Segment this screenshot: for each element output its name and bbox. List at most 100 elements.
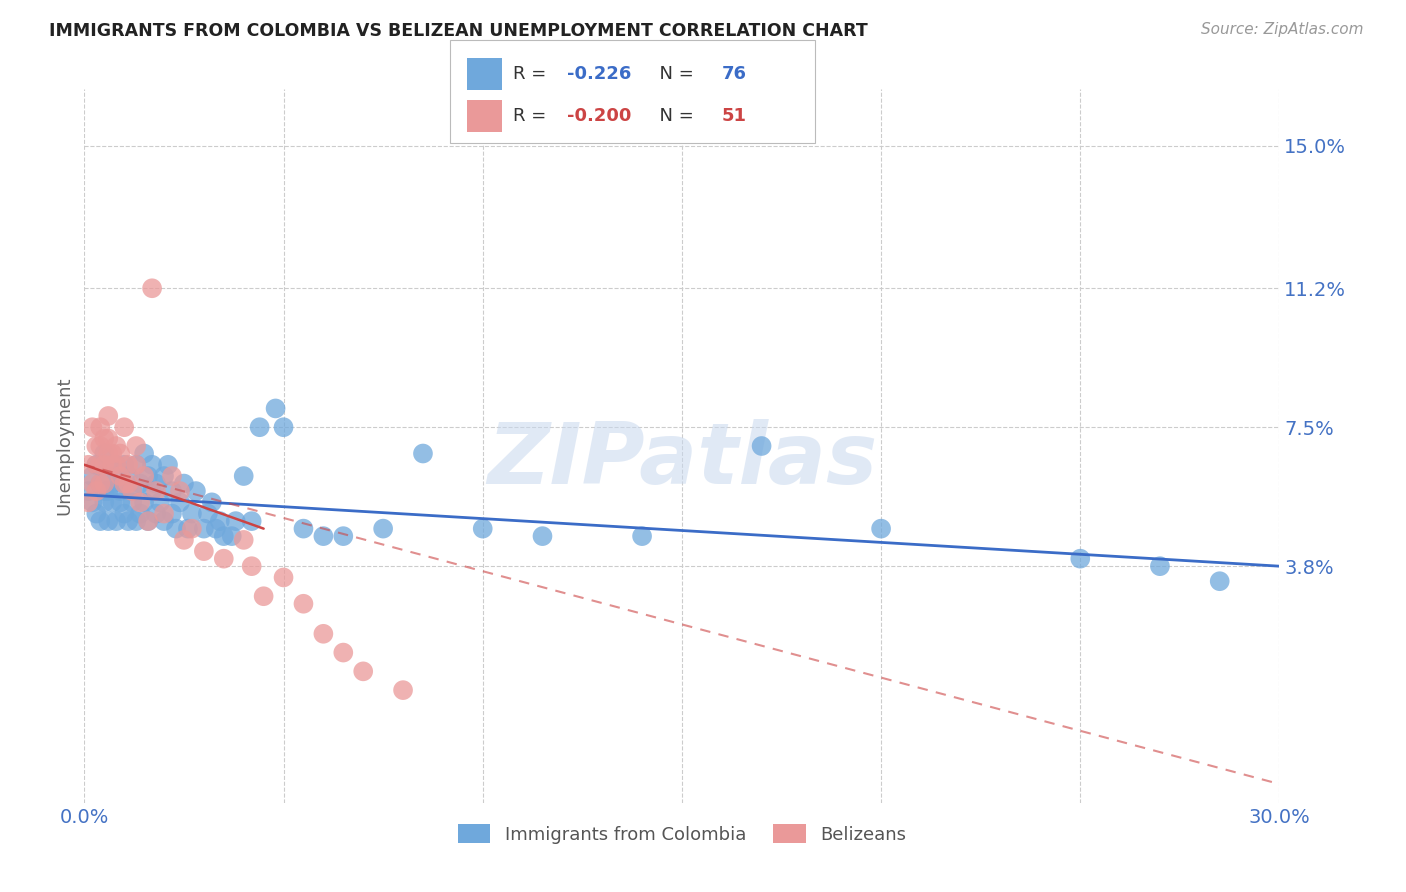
Text: IMMIGRANTS FROM COLOMBIA VS BELIZEAN UNEMPLOYMENT CORRELATION CHART: IMMIGRANTS FROM COLOMBIA VS BELIZEAN UNE… xyxy=(49,22,868,40)
Point xyxy=(82,469,104,483)
Point xyxy=(97,469,120,483)
Text: ZIPatlas: ZIPatlas xyxy=(486,418,877,502)
Point xyxy=(89,458,111,472)
Point xyxy=(125,439,148,453)
Point xyxy=(117,458,139,472)
Point xyxy=(149,495,172,509)
Point xyxy=(93,476,115,491)
Point xyxy=(145,484,167,499)
Point xyxy=(412,446,434,460)
Point xyxy=(129,495,152,509)
Point xyxy=(264,401,287,416)
Point xyxy=(136,469,159,483)
Point xyxy=(101,476,124,491)
Point xyxy=(112,476,135,491)
Point xyxy=(105,514,128,528)
Point xyxy=(145,476,167,491)
Point xyxy=(121,495,143,509)
Point xyxy=(97,446,120,460)
Point xyxy=(870,522,893,536)
Point xyxy=(169,495,191,509)
Point xyxy=(86,507,108,521)
Point xyxy=(471,522,494,536)
Point xyxy=(82,495,104,509)
Point xyxy=(82,476,104,491)
Point xyxy=(352,665,374,679)
Point xyxy=(153,514,176,528)
Point xyxy=(373,522,395,536)
Point xyxy=(77,495,100,509)
Point xyxy=(212,551,235,566)
Point xyxy=(82,420,104,434)
Point xyxy=(110,469,132,483)
Point xyxy=(392,683,415,698)
Point xyxy=(145,507,167,521)
Point xyxy=(153,469,176,483)
Point xyxy=(631,529,654,543)
Point xyxy=(101,495,124,509)
Text: Source: ZipAtlas.com: Source: ZipAtlas.com xyxy=(1201,22,1364,37)
Point xyxy=(93,484,115,499)
Point xyxy=(105,458,128,472)
Point xyxy=(93,446,115,460)
Point xyxy=(112,507,135,521)
Point xyxy=(136,514,159,528)
Point xyxy=(184,484,207,499)
Text: N =: N = xyxy=(648,107,706,125)
Point xyxy=(1149,559,1171,574)
Point xyxy=(89,476,111,491)
Point xyxy=(181,507,204,521)
Point xyxy=(105,458,128,472)
Point xyxy=(193,522,215,536)
Point xyxy=(117,476,139,491)
Text: N =: N = xyxy=(648,65,706,83)
Y-axis label: Unemployment: Unemployment xyxy=(55,376,73,516)
Point xyxy=(77,458,100,472)
Point xyxy=(117,514,139,528)
Point xyxy=(110,446,132,460)
Point xyxy=(205,522,228,536)
Point xyxy=(93,458,115,472)
Legend: Immigrants from Colombia, Belizeans: Immigrants from Colombia, Belizeans xyxy=(450,817,914,851)
Point xyxy=(232,533,254,547)
Point xyxy=(232,469,254,483)
Point xyxy=(110,495,132,509)
Point xyxy=(97,514,120,528)
Point xyxy=(129,476,152,491)
Point xyxy=(125,458,148,472)
Point xyxy=(212,529,235,543)
Point xyxy=(89,420,111,434)
Text: 76: 76 xyxy=(721,65,747,83)
Point xyxy=(193,544,215,558)
Point xyxy=(169,484,191,499)
Point xyxy=(160,507,183,521)
Point xyxy=(173,533,195,547)
Text: -0.200: -0.200 xyxy=(567,107,631,125)
Point xyxy=(89,439,111,453)
Point xyxy=(273,420,295,434)
Point xyxy=(93,432,115,446)
Point xyxy=(132,495,156,509)
Point xyxy=(112,476,135,491)
Point xyxy=(89,514,111,528)
Point xyxy=(292,522,315,536)
Point xyxy=(141,281,163,295)
Point xyxy=(93,495,115,509)
Point xyxy=(86,458,108,472)
Text: 51: 51 xyxy=(721,107,747,125)
Point xyxy=(112,420,135,434)
Point xyxy=(312,529,335,543)
Point xyxy=(89,476,111,491)
Point xyxy=(253,589,276,603)
Point xyxy=(97,432,120,446)
Text: -0.226: -0.226 xyxy=(567,65,631,83)
Point xyxy=(136,514,159,528)
Point xyxy=(160,484,183,499)
Point xyxy=(132,446,156,460)
Point xyxy=(101,446,124,460)
Point xyxy=(97,484,120,499)
Point xyxy=(225,514,247,528)
Point xyxy=(201,495,224,509)
Point xyxy=(240,514,263,528)
Point xyxy=(112,458,135,472)
